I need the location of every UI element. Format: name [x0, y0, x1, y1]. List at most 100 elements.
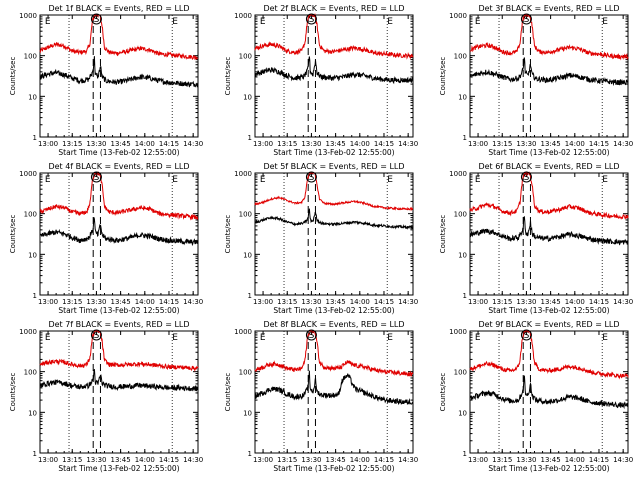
y-tick-label: 10	[458, 251, 467, 259]
panel-title: Det 1f BLACK = Events, RED = LLD	[48, 4, 189, 13]
x-tick-label: 14:00	[135, 298, 155, 306]
y-tick-label: 100	[239, 211, 252, 219]
y-axis-label: Counts/sec	[224, 215, 232, 254]
marker-E: E	[172, 175, 178, 185]
x-tick-label: 14:30	[183, 140, 203, 148]
x-tick-label: 14:00	[565, 140, 585, 148]
marker-S-circle	[305, 171, 317, 183]
y-tick-label: 10	[28, 409, 37, 417]
x-tick-label: 14:15	[374, 140, 394, 148]
marker-E: E	[475, 17, 481, 27]
panel-title: Det 9f BLACK = Events, RED = LLD	[478, 320, 619, 329]
x-tick-label: 14:15	[374, 456, 394, 464]
x-tick-label: 13:45	[111, 298, 131, 306]
x-tick-label: 14:15	[374, 298, 394, 306]
panel-det-7: Det 7f BLACK = Events, RED = LLD 1 10 100 10…	[9, 320, 203, 473]
y-tick-label: 1000	[449, 170, 467, 178]
plot-frame	[39, 330, 199, 454]
x-tick-label: 14:15	[589, 298, 609, 306]
x-tick-label: 13:30	[301, 456, 321, 464]
marker-E: E	[172, 333, 178, 343]
x-tick-label: 13:00	[253, 140, 273, 148]
y-axis-label: Counts/sec	[9, 373, 17, 412]
y-tick-label: 10	[28, 251, 37, 259]
marker-S-circle	[305, 13, 317, 25]
y-axis-label: Counts/sec	[439, 373, 447, 412]
y-axis-label: Counts/sec	[9, 215, 17, 254]
lld-series-line	[470, 13, 629, 61]
x-tick-label: 14:30	[398, 456, 418, 464]
marker-E: E	[45, 333, 51, 343]
y-tick-label: 10	[243, 251, 252, 259]
lld-series-line	[254, 330, 414, 378]
x-tick-label: 13:15	[277, 140, 297, 148]
marker-E: E	[260, 17, 266, 27]
marker-S-circle	[90, 171, 102, 183]
x-tick-label: 14:15	[589, 140, 609, 148]
x-tick-label: 13:30	[516, 140, 536, 148]
x-tick-label: 14:00	[135, 456, 155, 464]
x-axis-label: Start Time (13-Feb-02 12:55:00)	[58, 148, 179, 157]
x-tick-label: 13:45	[111, 456, 131, 464]
marker-E: E	[602, 175, 608, 185]
x-tick-label: 13:45	[541, 298, 561, 306]
marker-E: E	[387, 175, 393, 185]
x-axis-label: Start Time (13-Feb-02 12:55:00)	[273, 464, 394, 473]
marker-S: S	[94, 173, 100, 183]
marker-S: S	[94, 331, 100, 341]
lld-series-line	[469, 171, 629, 220]
lld-series-line	[39, 330, 199, 372]
panel-title: Det 7f BLACK = Events, RED = LLD	[48, 320, 189, 329]
panel-det-3: Det 3f BLACK = Events, RED = LLD 1 10 100 10…	[439, 4, 633, 157]
plot-frame	[469, 172, 629, 296]
x-tick-label: 14:30	[613, 456, 633, 464]
x-axis-label: Start Time (13-Feb-02 12:55:00)	[273, 148, 394, 157]
events-series-line	[254, 56, 414, 85]
marker-S: S	[94, 15, 100, 25]
marker-S-circle	[520, 171, 532, 183]
x-tick-label: 13:30	[86, 140, 106, 148]
y-tick-label: 100	[239, 369, 252, 377]
events-series-line	[469, 215, 629, 246]
y-tick-label: 1	[33, 292, 37, 300]
x-tick-label: 13:15	[492, 140, 512, 148]
panel-title: Det 4f BLACK = Events, RED = LLD	[48, 162, 189, 171]
events-series-line	[469, 375, 629, 410]
y-tick-label: 10	[458, 409, 467, 417]
x-tick-label: 13:30	[516, 298, 536, 306]
y-axis-label: Counts/sec	[439, 57, 447, 96]
lld-series-line	[254, 172, 414, 212]
x-tick-label: 14:15	[159, 298, 179, 306]
y-tick-label: 100	[239, 53, 252, 61]
marker-E: E	[602, 333, 608, 343]
panel-det-4: Det 4f BLACK = Events, RED = LLD 1 10 100 10…	[9, 162, 203, 315]
y-tick-label: 1	[33, 134, 37, 142]
events-series-line	[254, 370, 414, 406]
x-tick-label: 13:00	[468, 298, 488, 306]
x-tick-label: 14:15	[159, 140, 179, 148]
marker-E: E	[260, 175, 266, 185]
y-tick-label: 1000	[234, 328, 252, 336]
x-tick-label: 13:15	[492, 456, 512, 464]
marker-E: E	[387, 333, 393, 343]
marker-S: S	[524, 15, 530, 25]
y-tick-label: 1	[248, 450, 252, 458]
y-tick-label: 1000	[234, 170, 252, 178]
marker-E: E	[45, 17, 51, 27]
marker-E: E	[475, 175, 481, 185]
x-axis-label: Start Time (13-Feb-02 12:55:00)	[488, 464, 609, 473]
events-series-line	[254, 208, 414, 231]
y-tick-label: 1	[248, 134, 252, 142]
x-tick-label: 14:00	[565, 298, 585, 306]
panel-title: Det 2f BLACK = Events, RED = LLD	[263, 4, 404, 13]
panel-det-1: Det 1f BLACK = Events, RED = LLD 1 10 100 10…	[9, 4, 203, 157]
y-tick-label: 1000	[449, 12, 467, 20]
y-tick-label: 1	[33, 450, 37, 458]
y-tick-label: 1000	[234, 12, 252, 20]
x-tick-label: 13:30	[516, 456, 536, 464]
marker-S: S	[524, 173, 530, 183]
y-tick-label: 1	[463, 450, 467, 458]
plot-frame	[254, 14, 414, 138]
x-tick-label: 14:30	[183, 298, 203, 306]
plot-frame	[254, 172, 414, 296]
